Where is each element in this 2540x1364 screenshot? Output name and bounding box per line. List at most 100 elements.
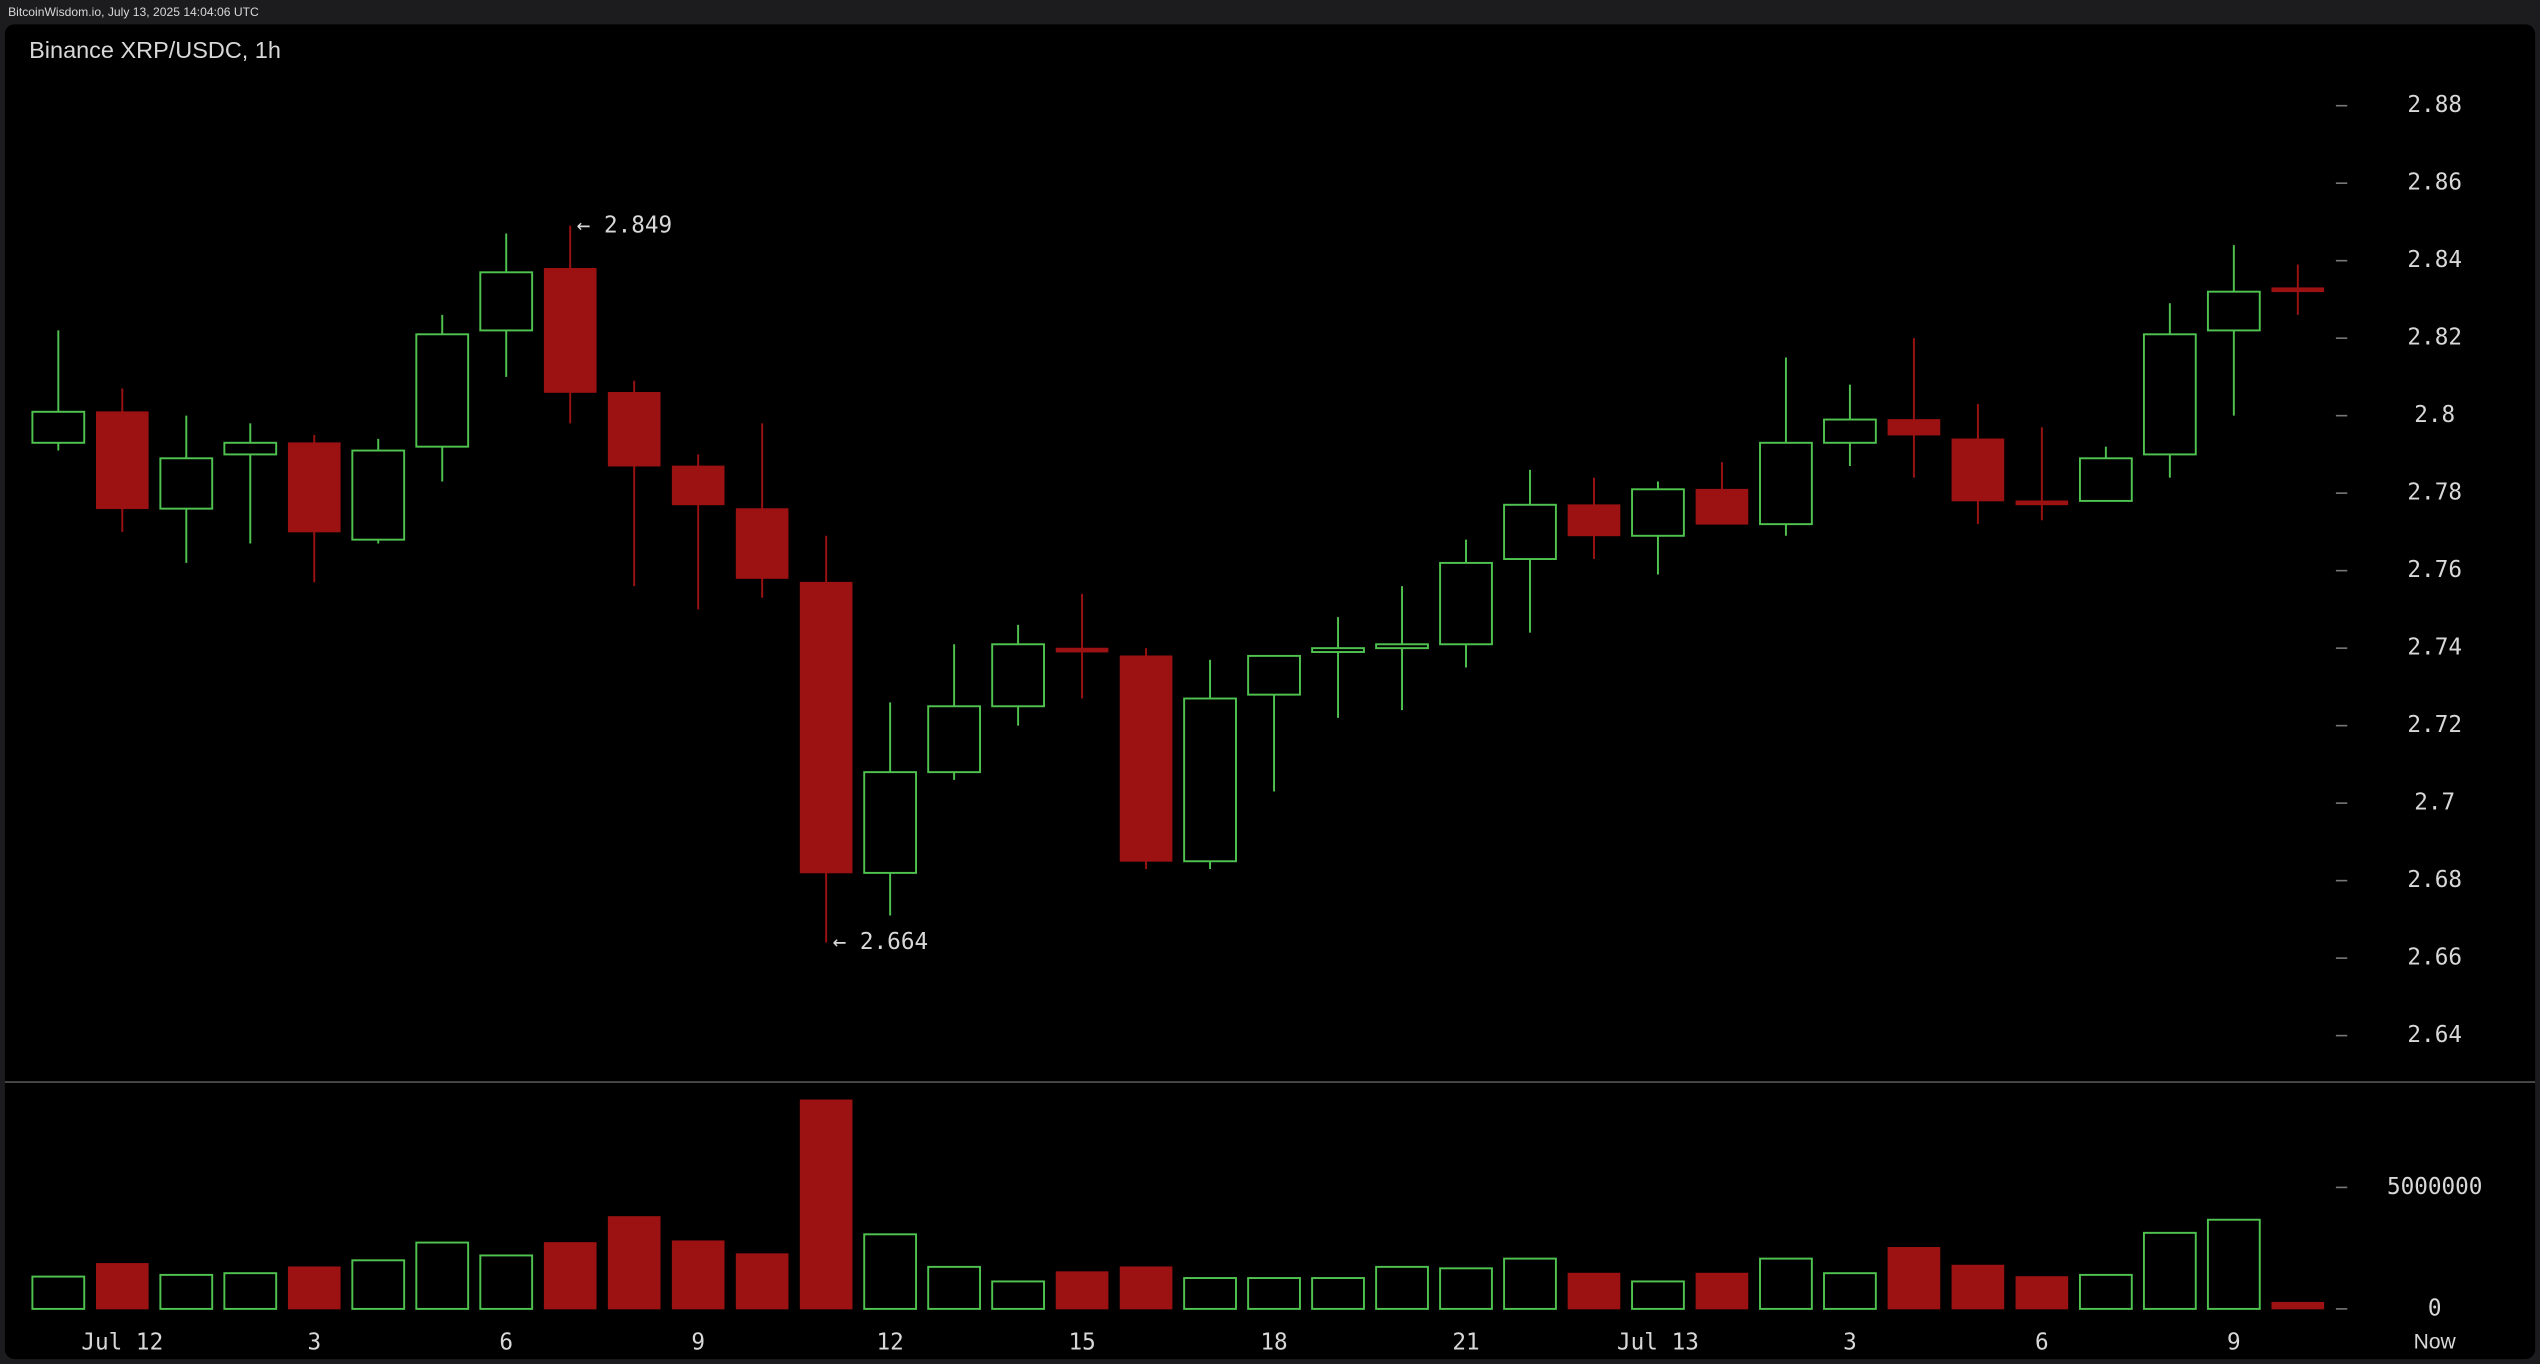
volume-bar [1951, 1264, 2005, 1310]
candle-body [1503, 503, 1557, 561]
volume-bar [1823, 1272, 1877, 1310]
x-tick-label: Jul 12 [81, 1329, 163, 1355]
candle-body [1567, 504, 1621, 537]
volume-bar [671, 1240, 725, 1310]
candle-body [607, 392, 661, 467]
y-tick-label: 2.88 [2407, 92, 2462, 118]
volume-bar [1439, 1267, 1493, 1310]
candle-body [1375, 643, 1429, 650]
volume-bar [799, 1099, 853, 1310]
y-tick-label: 2.74 [2407, 635, 2462, 661]
volume-bar [2271, 1301, 2325, 1310]
x-tick-label: 6 [499, 1329, 513, 1355]
candle-body [1695, 488, 1749, 525]
chart-title: Binance XRP/USDC, 1h [29, 37, 281, 63]
candle-body [799, 581, 853, 874]
volume-tick-label: 5000000 [2387, 1174, 2482, 1200]
volume-bar [1247, 1277, 1301, 1310]
candle-body [671, 465, 725, 506]
volume-bar [1183, 1277, 1237, 1310]
annotation: ← 2.849 [577, 212, 672, 238]
volume-bar [479, 1254, 534, 1310]
volume-bar [2015, 1276, 2069, 1310]
volume-bar [607, 1216, 661, 1310]
candle-body [479, 271, 534, 332]
x-end-label: Now [2414, 1330, 2457, 1353]
candle-body [95, 411, 149, 510]
volume-bar [351, 1259, 406, 1310]
volume-bar [1695, 1272, 1749, 1310]
candle-body [1247, 654, 1301, 696]
x-tick-label: 18 [1260, 1329, 1287, 1355]
volume-bar [2206, 1218, 2261, 1310]
volume-bar [1311, 1277, 1365, 1310]
candle-body [1759, 441, 1813, 526]
volume-bar [2142, 1231, 2197, 1310]
volume-bar [1119, 1266, 1173, 1310]
annotation: ← 2.664 [833, 929, 928, 955]
candle-body [991, 643, 1045, 708]
candle-body [863, 771, 918, 874]
candle-body [1439, 561, 1493, 646]
candle-body [543, 268, 597, 393]
x-tick-label: 15 [1068, 1329, 1095, 1355]
volume-bar [287, 1266, 341, 1310]
volume-bar [2078, 1273, 2133, 1310]
y-tick-label: 2.64 [2407, 1022, 2462, 1048]
x-tick-label: 9 [2227, 1329, 2241, 1355]
y-tick-label: 2.86 [2407, 170, 2462, 196]
y-tick-label: 2.84 [2407, 247, 2462, 273]
candle-body [2078, 457, 2133, 502]
volume-bar [1567, 1272, 1621, 1310]
candle-body [415, 333, 470, 448]
y-tick-label: 2.82 [2407, 325, 2462, 351]
volume-bar [95, 1263, 149, 1310]
y-tick-label: 2.8 [2414, 402, 2455, 428]
header: BitcoinWisdom.io, July 13, 2025 14:04:06… [8, 5, 259, 19]
candle-body [2271, 287, 2325, 293]
volume-bar [927, 1265, 982, 1310]
candle-body [1631, 488, 1685, 537]
candle-body [159, 457, 214, 510]
volume-bar [735, 1253, 789, 1310]
x-tick-label: 3 [1843, 1329, 1857, 1355]
candle-body [2015, 500, 2069, 506]
volume-bar [31, 1275, 86, 1310]
y-tick-label: 2.72 [2407, 712, 2462, 738]
volume-tick-label: 0 [2428, 1295, 2442, 1321]
volume-bar [1887, 1247, 1941, 1310]
candle-body [2206, 290, 2261, 332]
x-tick-label: 21 [1452, 1329, 1479, 1355]
y-tick-label: 2.66 [2407, 945, 2462, 971]
volume-bar [159, 1273, 214, 1310]
volume-bar [1503, 1257, 1557, 1310]
volume-bar [991, 1280, 1045, 1310]
candle-body [1055, 647, 1109, 653]
volume-bar [1375, 1265, 1429, 1310]
candle-body [1183, 697, 1237, 863]
candle-body [2142, 333, 2197, 456]
x-tick-label: 6 [2035, 1329, 2049, 1355]
y-tick-label: 2.7 [2414, 790, 2455, 816]
candle-body [927, 705, 982, 774]
volume-bar [223, 1272, 278, 1310]
volume-bar [1055, 1271, 1109, 1310]
volume-bar [863, 1233, 918, 1310]
x-tick-label: 12 [876, 1329, 903, 1355]
volume-bar [415, 1241, 470, 1310]
y-tick-label: 2.76 [2407, 557, 2462, 583]
candle-body [287, 442, 341, 533]
y-tick-label: 2.78 [2407, 480, 2462, 506]
x-tick-label: Jul 13 [1617, 1329, 1699, 1355]
candle-body [1951, 438, 2005, 502]
candle-body [1823, 418, 1877, 444]
volume-bar [1759, 1257, 1813, 1310]
x-tick-label: 9 [691, 1329, 705, 1355]
candle-body [735, 508, 789, 579]
candle-body [223, 441, 278, 456]
candle-body [31, 410, 86, 444]
candle-body [1887, 419, 1941, 436]
volume-bar [543, 1242, 597, 1310]
